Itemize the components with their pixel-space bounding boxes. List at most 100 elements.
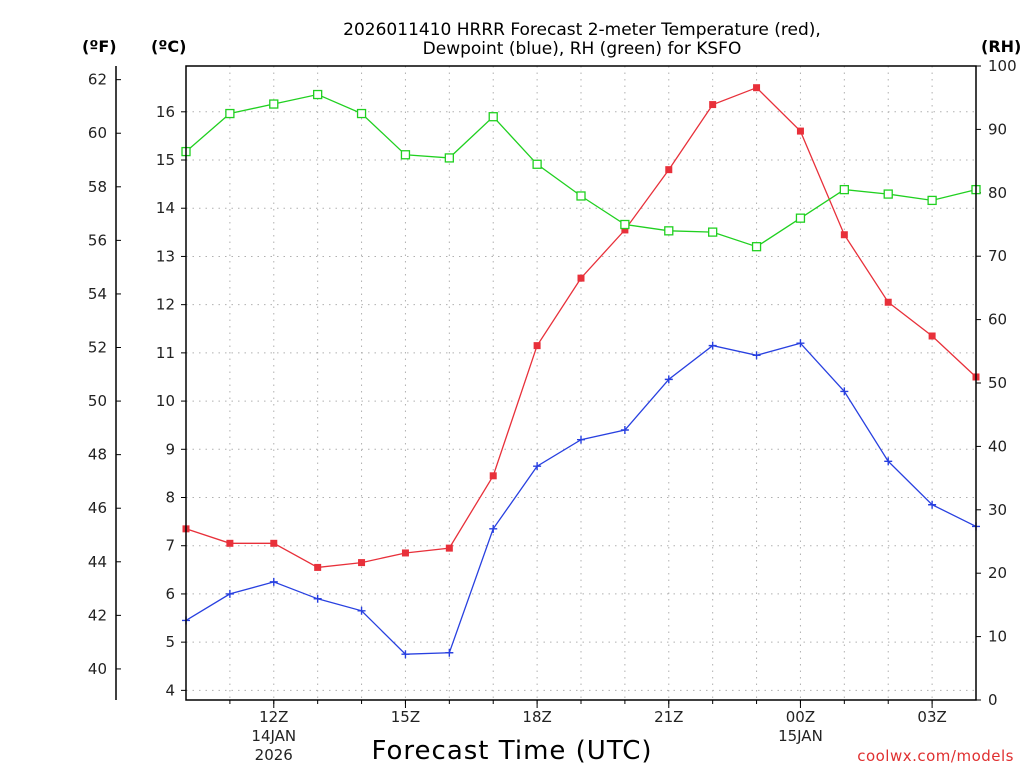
rh-tick-label: 80	[988, 184, 1007, 202]
fahrenheit-tick-label: 40	[88, 660, 107, 678]
celsius-tick-label: 4	[165, 681, 175, 699]
temperature-point	[314, 563, 322, 571]
fahrenheit-tick-label: 48	[88, 446, 107, 464]
fahrenheit-tick-label: 60	[88, 124, 107, 142]
rh-point	[269, 99, 279, 109]
rh-tick-label: 70	[988, 247, 1007, 265]
temperature-point	[489, 472, 497, 480]
celsius-tick-label: 10	[156, 392, 175, 410]
rh-tick-label: 40	[988, 437, 1007, 455]
celsius-tick-label: 13	[156, 247, 175, 265]
plot-frame	[185, 65, 977, 701]
rh-point	[751, 242, 762, 252]
x-axis-title: Forecast Time (UTC)	[371, 736, 652, 766]
celsius-tick-label: 11	[156, 344, 175, 362]
celsius-tick-label: 5	[165, 633, 175, 651]
dewpoint-point	[752, 351, 761, 360]
temperature-point	[445, 544, 453, 552]
rh-point	[576, 191, 586, 201]
celsius-tick-label: 14	[156, 199, 175, 217]
time-tick-year: 2026	[255, 746, 293, 764]
temperature-point	[226, 539, 234, 547]
dewpoint-point	[796, 339, 805, 348]
rh-point	[400, 150, 411, 160]
dewpoint-point	[708, 341, 717, 350]
temperature-point	[840, 231, 848, 239]
rh-axis: 0 10 20 30 40 50 60 70 80 90 100	[976, 57, 1017, 709]
celsius-unit-label: (ºC)	[151, 37, 186, 56]
rh-point	[225, 108, 235, 119]
rh-tick-label: 10	[988, 628, 1007, 646]
dewpoint-point	[664, 375, 673, 384]
rh-tick-label: 60	[988, 311, 1007, 329]
dewpoint-point	[884, 457, 893, 466]
time-tick-label: 18Z	[522, 708, 551, 726]
dewpoint-line	[185, 342, 977, 655]
fahrenheit-tick-label: 44	[88, 553, 107, 571]
temperature-point	[665, 166, 673, 174]
time-tick-label: 21Z	[654, 708, 683, 726]
dewpoint-point	[357, 606, 366, 615]
dewpoint-point	[840, 387, 849, 396]
fahrenheit-tick-label: 58	[88, 178, 107, 196]
rh-point	[532, 159, 542, 169]
time-tick-label: 00Z	[786, 708, 815, 726]
rh-point	[708, 227, 718, 237]
fahrenheit-tick-label: 42	[88, 606, 107, 624]
temperature-point	[533, 342, 541, 350]
rh-tick-label: 50	[988, 374, 1007, 392]
temperature-point	[928, 332, 936, 340]
fahrenheit-tick-label: 52	[88, 339, 107, 357]
rh-point	[488, 112, 498, 122]
grid-lines	[186, 66, 976, 700]
rh-tick-label: 30	[988, 501, 1007, 519]
dewpoint-point	[577, 435, 585, 444]
rh-tick-label: 90	[988, 120, 1007, 138]
rh-point	[927, 195, 937, 206]
temperature-point	[401, 549, 409, 557]
time-tick-label: 15Z	[391, 708, 420, 726]
chart-title: 2026011410 HRRR Forecast 2-meter Tempera…	[343, 20, 821, 59]
fahrenheit-axis: 40 42 44 46 48 50 52 54 56 58 60 62	[88, 66, 121, 700]
fahrenheit-tick-label: 56	[88, 231, 107, 249]
temperature-point	[577, 274, 585, 282]
dewpoint-point	[533, 462, 542, 471]
rh-point	[444, 153, 454, 163]
dewpoint-point	[269, 577, 278, 586]
time-tick-date: 15JAN	[778, 727, 823, 745]
time-tick-label: 03Z	[917, 708, 946, 726]
celsius-tick-label: 9	[165, 440, 175, 458]
celsius-axis: 4 5 6 7 8 9 10 11 12 13 14 15 16	[156, 103, 186, 699]
temperature-point	[884, 298, 892, 306]
celsius-tick-label: 7	[165, 537, 175, 555]
dewpoint-point	[401, 650, 410, 659]
dewpoint-point	[445, 648, 454, 657]
celsius-tick-label: 8	[165, 489, 175, 507]
temperature-point	[621, 226, 629, 234]
rh-point	[620, 219, 630, 230]
time-tick-label: 12Z	[259, 708, 288, 726]
dewpoint-point	[928, 500, 937, 509]
celsius-tick-label: 15	[156, 151, 175, 169]
fahrenheit-tick-label: 54	[88, 285, 107, 303]
fahrenheit-unit-label: (ºF)	[82, 37, 117, 56]
rh-point	[795, 213, 806, 223]
fahrenheit-tick-label: 62	[88, 71, 107, 89]
temperature-point	[753, 84, 761, 92]
dewpoint-series	[182, 339, 980, 659]
chart-title-line-2: Dewpoint (blue), RH (green) for KSFO	[423, 39, 742, 59]
rh-tick-label: 0	[988, 691, 998, 709]
rh-point	[839, 184, 849, 195]
fahrenheit-tick-label: 46	[88, 499, 107, 517]
rh-point	[883, 189, 893, 199]
fahrenheit-tick-label: 50	[88, 392, 107, 410]
dewpoint-point	[313, 594, 322, 603]
rh-tick-label: 20	[988, 564, 1007, 582]
rh-point	[313, 89, 323, 100]
rh-point	[356, 108, 367, 119]
temperature-point	[709, 101, 717, 109]
celsius-tick-label: 6	[165, 585, 175, 603]
dewpoint-point	[620, 426, 629, 435]
